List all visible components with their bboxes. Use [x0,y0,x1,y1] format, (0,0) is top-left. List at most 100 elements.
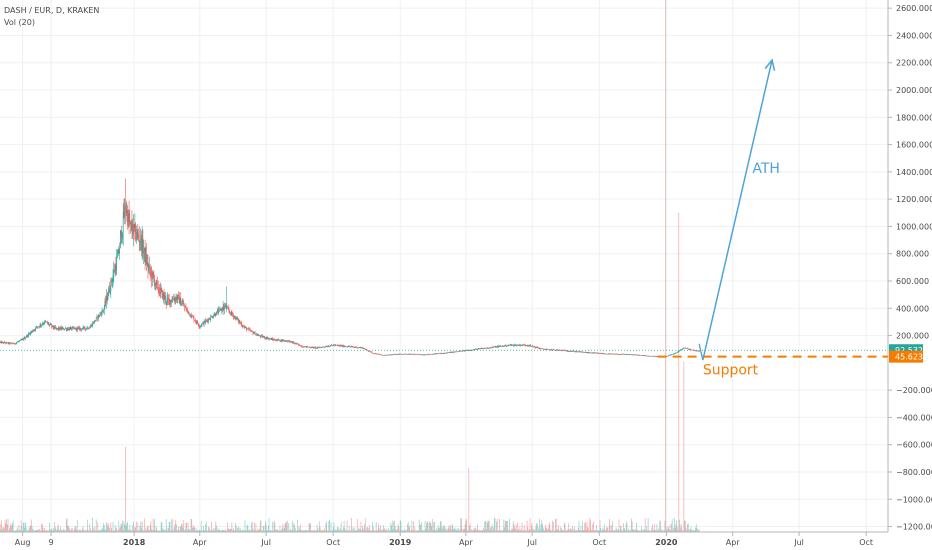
volume-bar [321,529,323,532]
candle-body [130,221,132,224]
price-tick-label: −600.000 [896,441,932,450]
volume-bar [624,528,626,532]
volume-bar [386,528,387,532]
volume-bar [159,530,161,532]
candle-body [126,210,128,214]
volume-bar [73,530,75,532]
volume-bar [528,530,529,532]
time-axis[interactable]: Aug 9 2018 Apr Jul Oct 2019 Apr Jul Oct 2020 Apr Jul… [0,531,888,547]
volume-bar [450,525,451,532]
volume-bar [551,530,553,532]
candle-body [347,346,349,348]
candle-body [234,316,236,318]
volume-bar [516,530,518,532]
volume-bar [203,530,205,532]
volume-indicator-legend[interactable]: Vol (20) [4,18,35,27]
candle-body [339,345,341,346]
candle-body [415,354,417,355]
candle-body [189,313,190,315]
volume-bar [299,524,301,532]
candle-body [165,301,167,303]
symbol-legend[interactable]: DASH / EUR, D, KRAKEN [4,6,99,15]
candle-body [328,346,330,347]
volume-bar [585,521,586,532]
volume-bar [101,529,103,532]
candle-body [620,354,621,355]
candle-body [635,354,637,356]
candle-body [90,326,91,328]
volume-bar [577,527,579,532]
candle-body [155,280,157,285]
candle-body [437,353,439,354]
volume-bar [311,530,313,532]
candle-body [588,352,589,354]
volume-bar [8,530,10,532]
volume-bar [305,529,307,532]
candle-body [286,340,288,342]
volume-bar [619,530,621,532]
candle-body [623,354,625,355]
candle-body [208,318,210,320]
volume-bar [90,530,92,532]
candle-body [317,347,319,348]
candle-body [607,353,609,355]
volume-bar [208,526,209,532]
candle-body [49,324,50,326]
candle-body [95,320,96,322]
candle-body [31,330,33,332]
volume-bar [387,530,389,532]
candle-body [143,251,144,254]
volume-bar [280,530,282,532]
volume-bar [366,527,368,532]
candle-body [207,320,209,322]
candle-body [369,351,370,352]
volume-bar [685,528,687,532]
volume-bar [40,530,42,532]
price-tick-label: 2000.000 [896,86,932,95]
candle-body [621,354,623,355]
volume-bar [577,530,578,532]
candle-body [375,353,376,354]
candle-body [203,321,205,325]
candle-body [405,353,407,355]
time-tick-label: 2018 [123,538,146,547]
candle-body [29,333,31,335]
candle-body [315,347,317,349]
price-axis[interactable]: 2600.0002400.0002200.0002000.0001800.000… [887,0,932,532]
volume-bar [119,528,120,532]
candle-body [245,327,247,328]
candle-body [321,347,322,348]
volume-bar [538,527,540,532]
candle-body [375,353,377,355]
volume-bar [138,530,139,532]
volume-bar [372,521,373,532]
candle-body [509,344,510,346]
time-tick-label: 2020 [655,538,678,547]
candle-body [1,342,3,344]
volume-bar [447,529,449,532]
candle-body [90,324,92,327]
volume-bar [313,529,315,532]
candle-body [320,347,322,348]
volume-bar [195,528,197,532]
volume-bar [276,529,278,532]
candle-body [310,347,312,349]
candle-body [99,313,101,317]
volume-bar [474,528,476,532]
volume-bar [52,530,53,532]
candle-body [79,327,80,330]
volume-bar [30,525,32,532]
candle-body [265,338,267,339]
volume-bar [617,529,619,532]
candle-body [444,352,446,354]
volume-bar [429,522,430,532]
candle-body [170,300,172,302]
candle-body [235,317,237,320]
candle-body [594,352,596,354]
price-tick-label: 400.000 [896,304,929,313]
volume-bar [453,528,455,532]
volume-bar [639,530,641,532]
candle-body [397,353,399,355]
volume-bar [515,528,516,532]
